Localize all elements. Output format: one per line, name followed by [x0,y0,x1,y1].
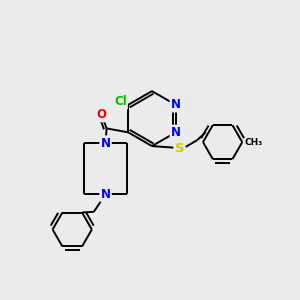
Text: Cl: Cl [114,95,127,108]
Text: N: N [100,136,111,150]
Text: CH₃: CH₃ [244,138,262,147]
Text: S: S [175,142,184,154]
Text: O: O [97,108,107,121]
Text: N: N [171,126,181,139]
Text: N: N [171,98,181,111]
Text: N: N [100,188,111,201]
